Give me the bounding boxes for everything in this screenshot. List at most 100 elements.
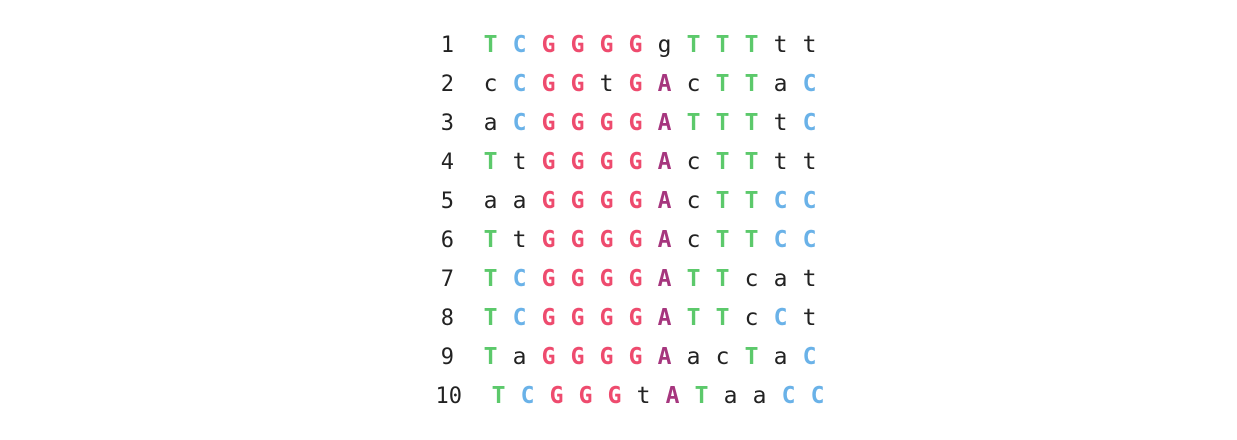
base-t: T	[483, 32, 498, 58]
base-g: G	[628, 344, 643, 370]
base-t: T	[483, 149, 498, 175]
base-g: G	[541, 110, 556, 136]
base-a: a	[773, 266, 788, 292]
base-t: T	[483, 305, 498, 331]
base-t: T	[744, 188, 759, 214]
base-c: C	[520, 383, 535, 409]
base-t: T	[744, 344, 759, 370]
base-a: A	[657, 110, 672, 136]
base-g: G	[570, 71, 585, 97]
row-number: 6	[440, 228, 454, 253]
base-g: G	[541, 188, 556, 214]
base-t: T	[715, 188, 730, 214]
base-t: T	[694, 383, 709, 409]
base-t: T	[744, 71, 759, 97]
base-t: t	[512, 149, 527, 175]
base-t: T	[686, 32, 701, 58]
base-t: T	[744, 149, 759, 175]
base-t: t	[802, 305, 817, 331]
base-c: C	[773, 305, 788, 331]
base-t: T	[715, 227, 730, 253]
base-g: G	[628, 266, 643, 292]
base-t: t	[636, 383, 651, 409]
base-g: G	[628, 227, 643, 253]
base-g: G	[599, 344, 614, 370]
base-t: t	[773, 32, 788, 58]
base-t: T	[744, 110, 759, 136]
base-g: G	[599, 305, 614, 331]
base-t: T	[483, 227, 498, 253]
base-g: G	[549, 383, 564, 409]
row-number: 1	[440, 33, 454, 58]
base-g: G	[628, 71, 643, 97]
base-c: C	[773, 188, 788, 214]
base-c: C	[802, 110, 817, 136]
base-g: G	[599, 188, 614, 214]
row-number: 8	[440, 306, 454, 331]
base-t: t	[802, 149, 817, 175]
base-c: c	[483, 71, 498, 97]
base-t: T	[715, 149, 730, 175]
base-t: T	[715, 71, 730, 97]
row-number: 9	[440, 345, 454, 370]
base-g: G	[570, 110, 585, 136]
base-g: G	[578, 383, 593, 409]
base-t: T	[686, 266, 701, 292]
base-g: G	[570, 344, 585, 370]
base-g: G	[570, 266, 585, 292]
base-g: G	[570, 188, 585, 214]
base-a: a	[773, 344, 788, 370]
base-g: G	[599, 110, 614, 136]
base-g: G	[599, 266, 614, 292]
base-t: T	[483, 344, 498, 370]
base-g: G	[541, 71, 556, 97]
base-g: G	[541, 266, 556, 292]
base-g: G	[570, 32, 585, 58]
base-g: G	[541, 305, 556, 331]
base-g: G	[541, 149, 556, 175]
base-a: a	[512, 344, 527, 370]
base-c: C	[781, 383, 796, 409]
base-a: A	[657, 344, 672, 370]
row-number: 5	[440, 189, 454, 214]
row-number: 2	[440, 72, 454, 97]
base-g: G	[570, 305, 585, 331]
base-a: a	[723, 383, 738, 409]
base-c: C	[512, 110, 527, 136]
row-number: 10	[435, 384, 463, 409]
base-t: T	[715, 32, 730, 58]
row-number: 4	[440, 150, 454, 175]
base-g: G	[599, 227, 614, 253]
base-c: C	[512, 305, 527, 331]
base-g: G	[628, 305, 643, 331]
base-c: C	[802, 344, 817, 370]
base-g: G	[541, 227, 556, 253]
base-c: C	[802, 188, 817, 214]
base-a: A	[657, 188, 672, 214]
base-c: C	[512, 71, 527, 97]
base-c: C	[512, 266, 527, 292]
base-g: G	[628, 188, 643, 214]
row-number: 7	[440, 267, 454, 292]
base-t: t	[512, 227, 527, 253]
base-a: A	[665, 383, 680, 409]
base-a: a	[686, 344, 701, 370]
base-a: a	[483, 188, 498, 214]
base-c: C	[773, 227, 788, 253]
base-t: T	[491, 383, 506, 409]
base-a: A	[657, 71, 672, 97]
base-t: t	[599, 71, 614, 97]
base-a: a	[752, 383, 767, 409]
base-t: t	[802, 266, 817, 292]
base-g: G	[607, 383, 622, 409]
base-t: T	[686, 305, 701, 331]
base-g: G	[541, 344, 556, 370]
